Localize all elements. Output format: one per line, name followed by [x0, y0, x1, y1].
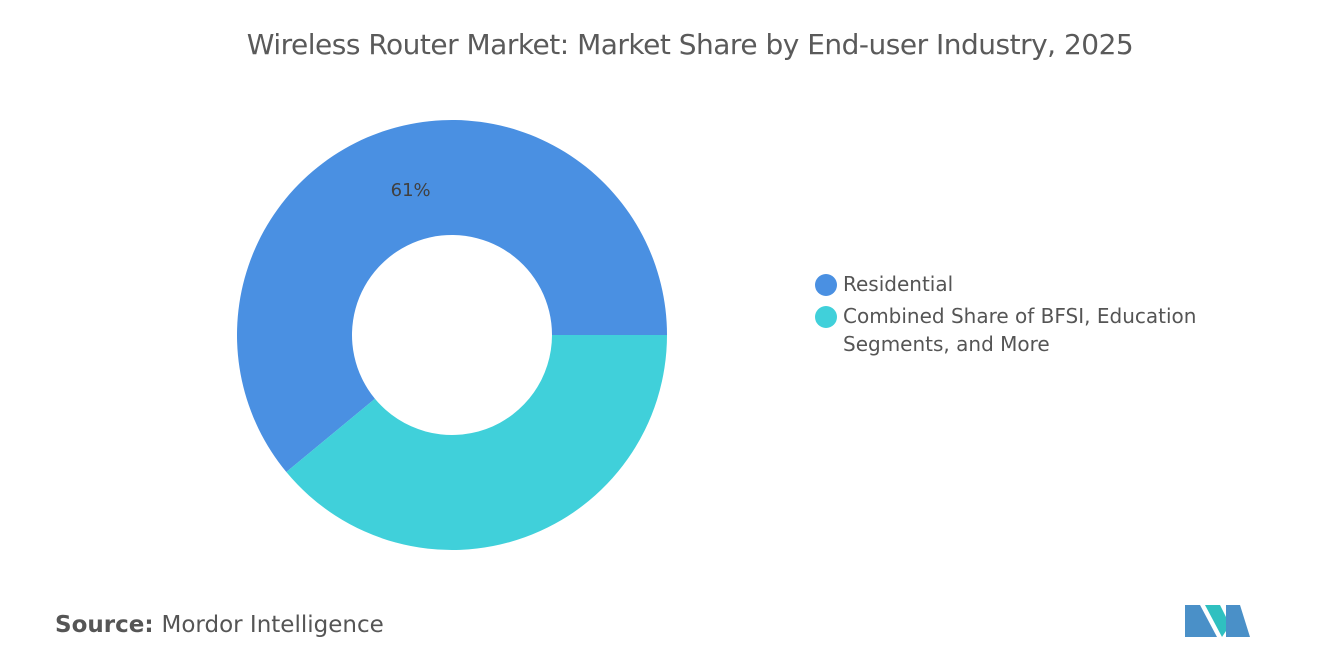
legend-item: Residential [815, 270, 1215, 298]
donut-slice [286, 335, 667, 550]
chart-title: Wireless Router Market: Market Share by … [246, 28, 1134, 61]
logo [1185, 605, 1250, 637]
legend-marker [815, 274, 837, 296]
source-label: Source: [55, 612, 154, 638]
legend: Residential Combined Share of BFSI, Educa… [815, 270, 1215, 362]
legend-marker [815, 306, 837, 328]
legend-item: Combined Share of BFSI, Education Segmen… [815, 302, 1215, 358]
data-label: 61% [391, 180, 431, 201]
legend-label: Combined Share of BFSI, Education Segmen… [843, 304, 1197, 356]
source: Source: Mordor Intelligence [55, 612, 384, 638]
legend-label: Residential [843, 272, 954, 296]
donut-slice [237, 120, 667, 473]
source-text: Mordor Intelligence [161, 612, 384, 638]
